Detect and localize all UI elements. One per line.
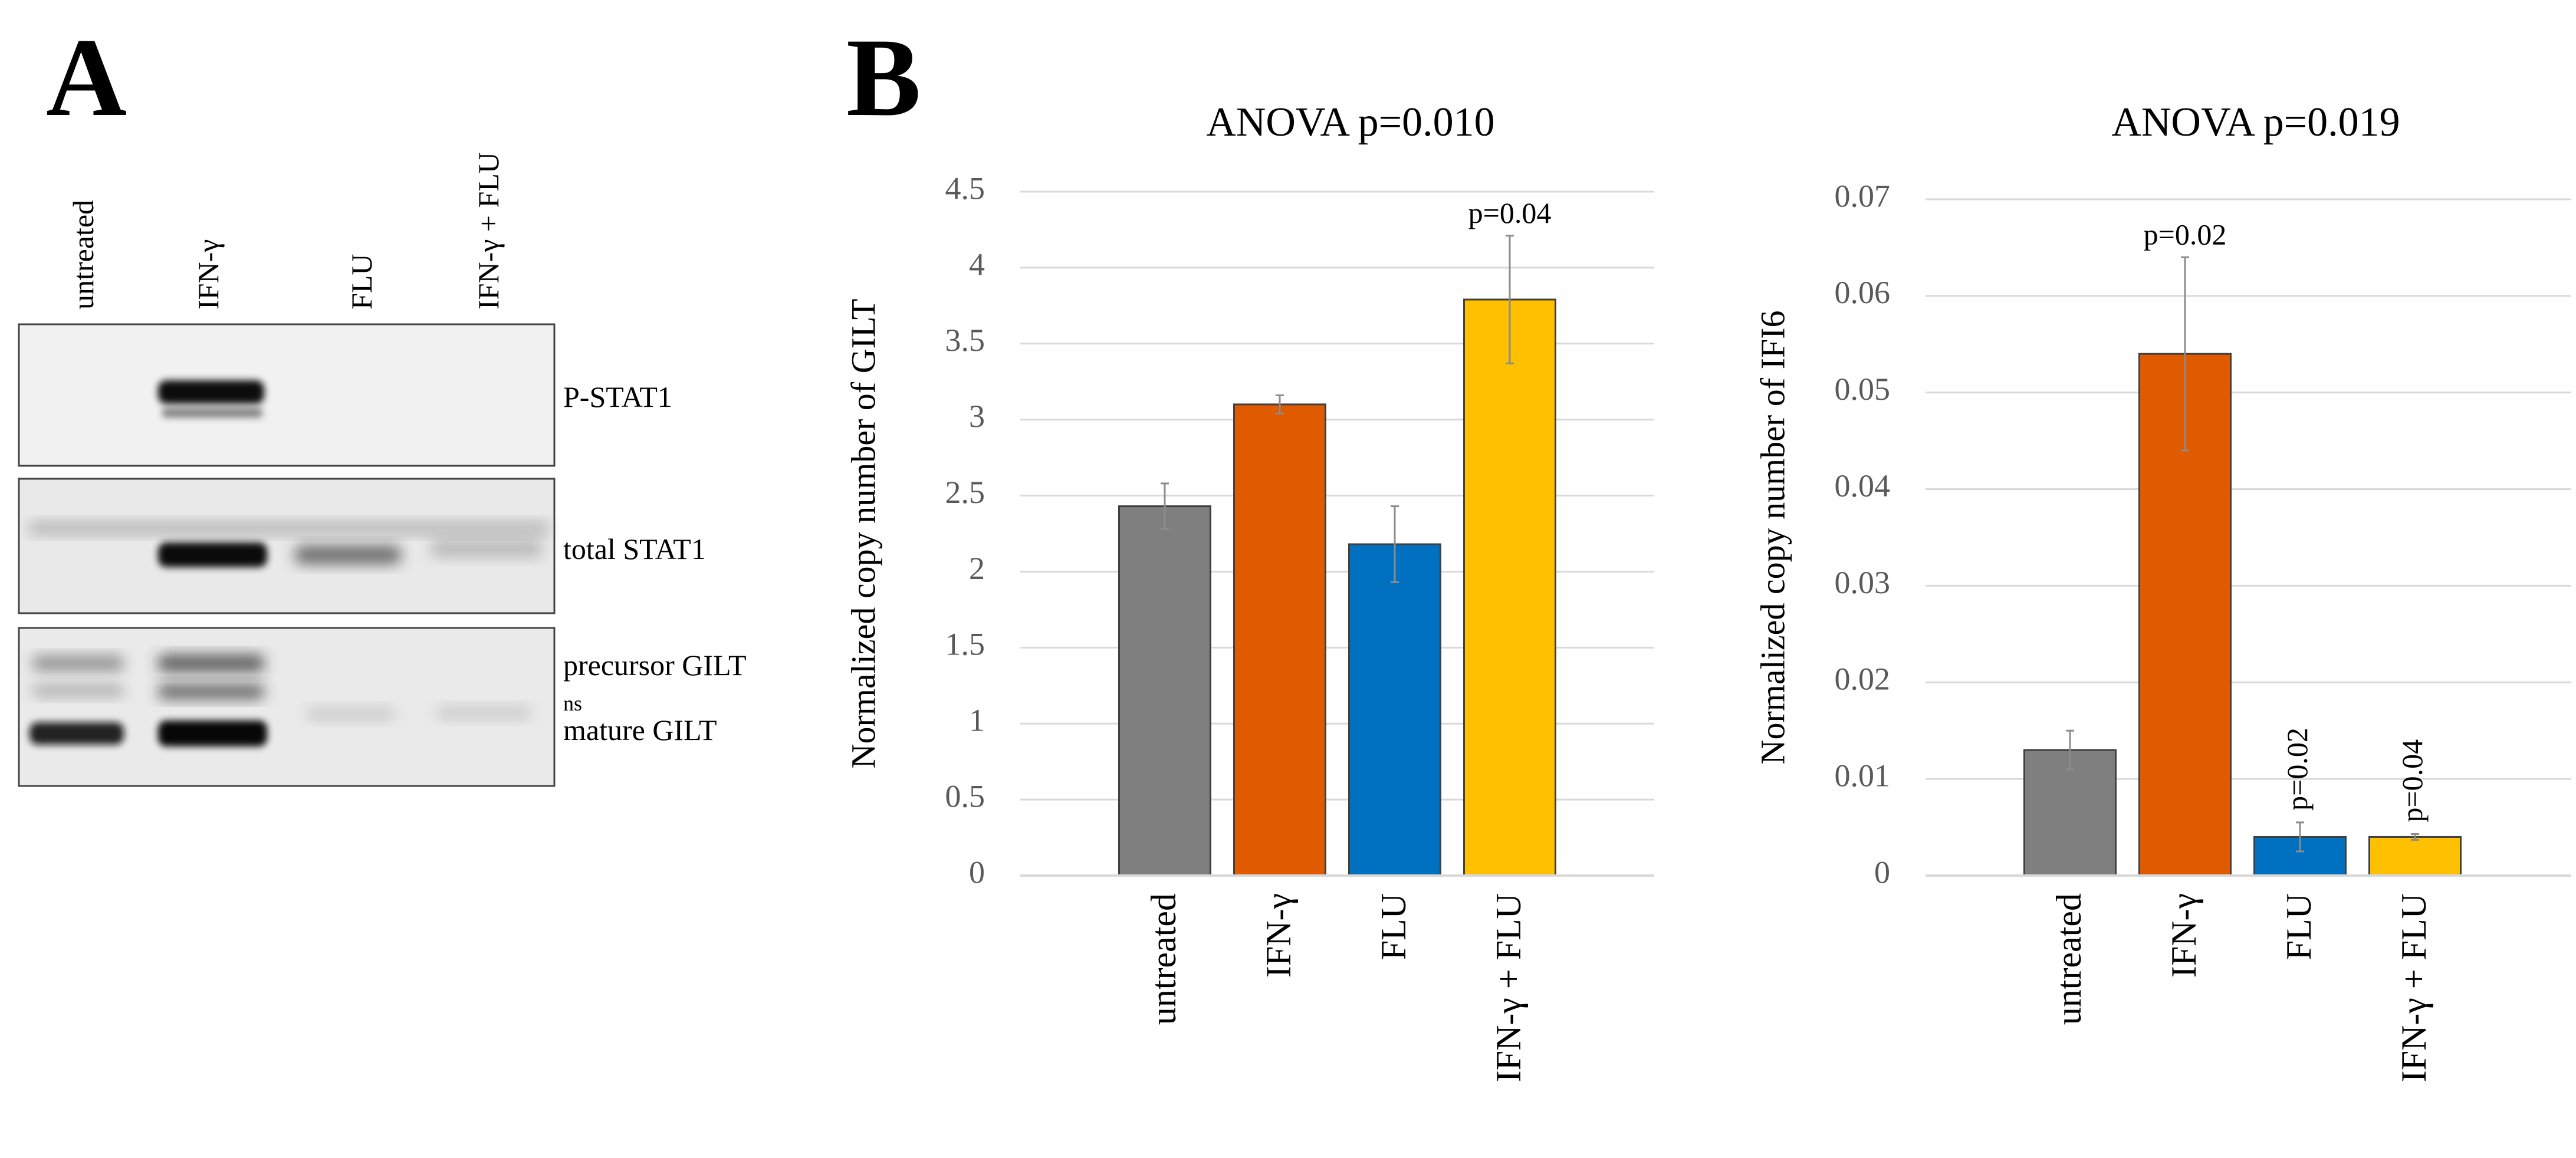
blot-band — [162, 408, 262, 417]
y-tick-label: 0.5 — [945, 779, 985, 814]
y-tick-label: 3 — [969, 399, 985, 434]
y-tick-label: 0.05 — [1835, 371, 1891, 407]
p-value-annotation: p=0.04 — [1468, 196, 1552, 229]
x-category-label: IFN-γ — [2164, 893, 2203, 978]
y-axis-label: Normalized copy number of GILT — [844, 299, 882, 769]
chart-title: ANOVA p=0.010 — [1206, 100, 1494, 145]
y-tick-label: 1.5 — [945, 627, 985, 662]
bar-untreated — [2023, 749, 2117, 877]
x-category-label: IFN-γ + FLU — [1489, 893, 1528, 1082]
chart-gilt: ANOVA p=0.010 Normalized copy number of G… — [844, 100, 1654, 1082]
blot-band — [431, 539, 543, 557]
panel-a-letter: A — [46, 16, 127, 140]
bar-untreated — [1118, 505, 1211, 877]
y-axis-label: Normalized copy number of IFI6 — [1753, 311, 1792, 765]
panel-a: A untreated IFN-γ FLU IFN-γ + FLU P-STAT… — [18, 16, 747, 787]
p-value-annotation: p=0.04 — [2396, 739, 2429, 823]
y-tick-label: 4 — [969, 246, 985, 282]
blot-band — [158, 721, 267, 746]
p-value-annotation: p=0.02 — [2281, 728, 2314, 811]
y-tick-label: 1 — [969, 703, 985, 738]
y-tick-label: 0.07 — [1835, 178, 1891, 213]
x-category-label: IFN-γ — [1259, 893, 1298, 978]
blot-label-precursor-gilt: precursor GILT — [563, 649, 747, 682]
x-category-label: IFN-γ + FLU — [2394, 893, 2433, 1082]
blot-band — [32, 656, 124, 671]
blot-band — [158, 684, 264, 699]
blot-label-mature-gilt: mature GILT — [563, 713, 717, 746]
panel-b-letter: B — [846, 16, 921, 140]
blot-total-stat1 — [18, 478, 556, 614]
bar-ifn-flu — [1463, 298, 1556, 877]
lane-label-ifn-flu: IFN-γ + FLU — [472, 152, 505, 310]
y-tick-label: 4.5 — [945, 170, 985, 206]
lane-label-untreated: untreated — [67, 200, 100, 310]
blot-band — [158, 654, 264, 672]
y-tick-label: 3.5 — [945, 323, 985, 358]
blot-band — [158, 380, 264, 404]
blot-p-stat1 — [18, 323, 556, 467]
y-tick-label: 0.03 — [1835, 565, 1891, 600]
y-tick-label: 0.01 — [1835, 758, 1891, 794]
y-tick-label: 0 — [969, 854, 985, 890]
chart-title: ANOVA p=0.019 — [2111, 100, 2400, 145]
y-tick-label: 2 — [969, 551, 985, 586]
blot-band — [436, 706, 531, 719]
blot-label-ns: ns — [563, 692, 582, 715]
blot-label-total-stat1: total STAT1 — [563, 532, 706, 565]
blot-band — [295, 545, 401, 564]
blot-smear — [29, 522, 548, 535]
blot-band — [29, 722, 124, 745]
bar-flu — [1348, 543, 1441, 877]
y-tick-label: 0.02 — [1835, 662, 1891, 697]
lane-label-flu: FLU — [345, 254, 378, 310]
chart-ifi6: ANOVA p=0.019 Normalized copy number of I… — [1753, 100, 2571, 1082]
lane-label-ifn: IFN-γ — [192, 239, 225, 310]
blot-band — [307, 708, 395, 721]
blot-gilt — [18, 627, 556, 787]
blot-membrane — [18, 323, 556, 467]
p-value-annotation: p=0.02 — [2144, 218, 2227, 251]
blot-label-p-stat1: P-STAT1 — [563, 380, 672, 413]
x-category-label: untreated — [2049, 893, 2088, 1025]
y-tick-label: 2.5 — [945, 475, 985, 510]
y-tick-label: 0 — [1874, 854, 1890, 890]
bar-ifn-flu — [2368, 835, 2462, 877]
bar-ifn- — [1233, 403, 1326, 877]
y-tick-label: 0.04 — [1835, 468, 1891, 504]
blot-band — [32, 684, 124, 697]
x-category-label: FLU — [1374, 893, 1413, 960]
y-tick-label: 0.06 — [1835, 275, 1891, 310]
x-category-label: FLU — [2279, 893, 2318, 960]
x-category-label: untreated — [1144, 893, 1183, 1025]
blot-band — [158, 542, 267, 567]
